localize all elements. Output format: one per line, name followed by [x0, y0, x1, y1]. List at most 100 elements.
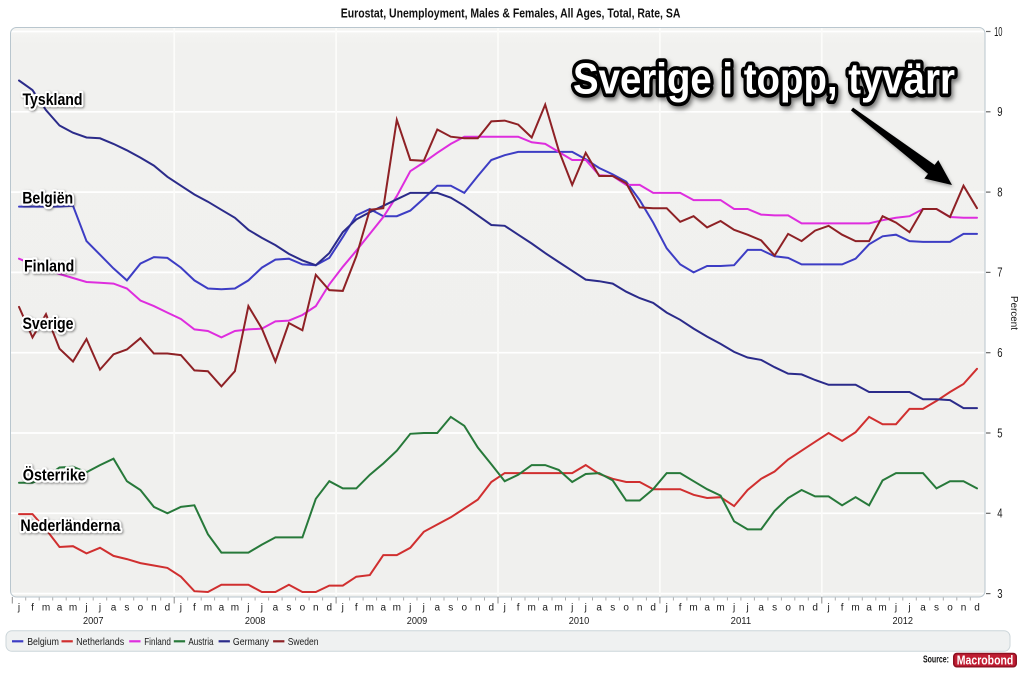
svg-text:Sverige i topp, tyvärr: Sverige i topp, tyvärr — [573, 55, 955, 104]
svg-text:d: d — [327, 603, 333, 614]
svg-text:j: j — [907, 603, 910, 614]
svg-text:s: s — [934, 603, 939, 614]
svg-text:m: m — [878, 603, 886, 614]
svg-text:j: j — [422, 603, 425, 614]
svg-text:j: j — [665, 603, 668, 614]
svg-text:2010: 2010 — [569, 615, 590, 627]
svg-text:a: a — [57, 603, 63, 614]
svg-text:f: f — [355, 603, 358, 614]
svg-text:8: 8 — [997, 185, 1002, 199]
svg-text:Germany: Germany — [233, 637, 270, 648]
svg-text:n: n — [151, 603, 157, 614]
svg-text:d: d — [489, 603, 495, 614]
svg-text:Finland: Finland — [24, 257, 74, 276]
svg-text:f: f — [31, 603, 34, 614]
svg-text:4: 4 — [997, 507, 1002, 521]
svg-text:m: m — [528, 603, 536, 614]
svg-text:9: 9 — [997, 105, 1002, 119]
svg-text:6: 6 — [997, 346, 1002, 360]
svg-text:m: m — [689, 603, 697, 614]
svg-text:a: a — [273, 603, 279, 614]
svg-text:j: j — [179, 603, 182, 614]
svg-text:m: m — [42, 603, 50, 614]
svg-text:s: s — [124, 603, 129, 614]
svg-text:Nederländerna: Nederländerna — [20, 516, 120, 535]
svg-text:7: 7 — [997, 266, 1002, 280]
svg-text:a: a — [596, 603, 602, 614]
svg-text:Percent: Percent — [1008, 296, 1020, 330]
svg-text:j: j — [732, 603, 735, 614]
svg-text:j: j — [408, 603, 411, 614]
svg-text:d: d — [165, 603, 171, 614]
svg-text:m: m — [555, 603, 563, 614]
svg-text:m: m — [851, 603, 859, 614]
svg-text:Netherlands: Netherlands — [76, 637, 124, 648]
svg-text:2012: 2012 — [893, 615, 914, 627]
svg-text:Source:: Source: — [923, 655, 949, 666]
svg-text:a: a — [111, 603, 117, 614]
svg-text:Belgiën: Belgiën — [22, 189, 73, 208]
svg-text:a: a — [920, 603, 926, 614]
svg-text:Macrobond: Macrobond — [957, 652, 1014, 667]
svg-text:j: j — [98, 603, 101, 614]
svg-text:a: a — [542, 603, 548, 614]
svg-text:j: j — [17, 603, 20, 614]
svg-text:o: o — [947, 603, 953, 614]
svg-text:j: j — [341, 603, 344, 614]
svg-text:s: s — [448, 603, 453, 614]
svg-text:n: n — [637, 603, 643, 614]
svg-text:Eurostat, Unemployment, Males: Eurostat, Unemployment, Males & Females,… — [341, 7, 681, 21]
svg-text:f: f — [517, 603, 520, 614]
svg-text:a: a — [435, 603, 441, 614]
svg-text:o: o — [462, 603, 468, 614]
svg-text:j: j — [584, 603, 587, 614]
svg-text:j: j — [260, 603, 263, 614]
svg-text:o: o — [300, 603, 306, 614]
svg-text:3: 3 — [997, 587, 1002, 601]
svg-text:Austria: Austria — [188, 637, 213, 648]
svg-text:j: j — [745, 603, 748, 614]
svg-text:f: f — [679, 603, 682, 614]
svg-text:d: d — [812, 603, 818, 614]
svg-text:a: a — [704, 603, 710, 614]
svg-text:f: f — [193, 603, 196, 614]
svg-text:2009: 2009 — [407, 615, 428, 627]
svg-text:a: a — [219, 603, 225, 614]
svg-text:o: o — [623, 603, 629, 614]
svg-text:2007: 2007 — [83, 615, 104, 627]
svg-text:Tyskland: Tyskland — [23, 90, 83, 109]
svg-text:a: a — [866, 603, 872, 614]
svg-text:j: j — [894, 603, 897, 614]
svg-text:2011: 2011 — [731, 615, 752, 627]
svg-text:j: j — [826, 603, 829, 614]
svg-text:d: d — [974, 603, 980, 614]
svg-text:Sverige: Sverige — [23, 314, 74, 333]
svg-text:Belgium: Belgium — [27, 637, 59, 648]
svg-text:m: m — [69, 603, 77, 614]
svg-text:5: 5 — [997, 426, 1002, 440]
svg-text:j: j — [503, 603, 506, 614]
svg-text:n: n — [799, 603, 805, 614]
svg-text:m: m — [716, 603, 724, 614]
svg-text:s: s — [286, 603, 291, 614]
svg-text:10: 10 — [994, 25, 1002, 39]
svg-text:j: j — [570, 603, 573, 614]
svg-text:n: n — [961, 603, 967, 614]
svg-text:Finland: Finland — [144, 637, 171, 648]
svg-text:Österrike: Österrike — [23, 466, 86, 485]
svg-text:Sweden: Sweden — [288, 637, 319, 648]
svg-text:m: m — [204, 603, 212, 614]
svg-text:m: m — [366, 603, 374, 614]
svg-text:j: j — [246, 603, 249, 614]
svg-text:n: n — [475, 603, 481, 614]
svg-text:d: d — [650, 603, 656, 614]
svg-text:s: s — [772, 603, 777, 614]
svg-text:2008: 2008 — [245, 615, 266, 627]
svg-text:a: a — [758, 603, 764, 614]
svg-text:o: o — [138, 603, 144, 614]
svg-text:m: m — [393, 603, 401, 614]
svg-text:f: f — [841, 603, 844, 614]
svg-text:o: o — [785, 603, 791, 614]
svg-text:s: s — [610, 603, 615, 614]
svg-text:j: j — [84, 603, 87, 614]
